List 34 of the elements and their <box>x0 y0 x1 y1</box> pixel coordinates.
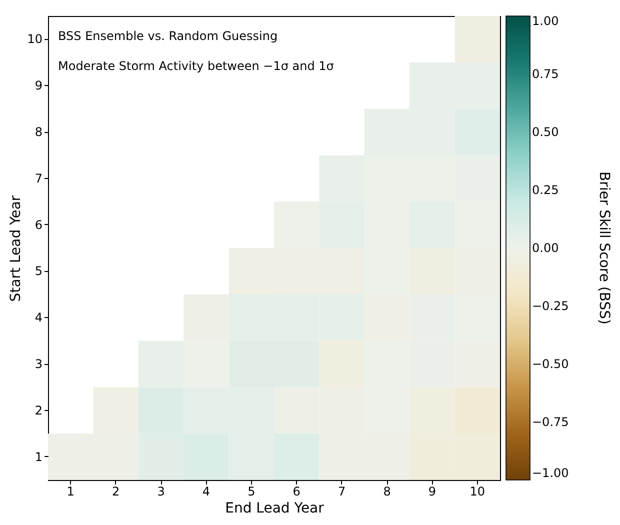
color-bar-label: −0.75 <box>532 415 569 429</box>
color-bar-label: −1.00 <box>532 466 569 480</box>
y-tick-label: 7 <box>34 171 42 186</box>
y-tick-label: 8 <box>34 125 42 139</box>
color-bar-label: −0.50 <box>532 357 569 371</box>
y-axis-title: Start Lead Year <box>8 195 24 302</box>
color-bar-title: Brier Skill Score (BSS) <box>596 172 612 324</box>
color-bar-label: −0.25 <box>532 299 569 313</box>
x-tick-label: 2 <box>112 484 120 498</box>
y-tick-label: 9 <box>34 78 42 93</box>
x-tick-label: 9 <box>428 484 436 498</box>
x-tick-label: 6 <box>292 484 300 498</box>
color-bar-label: 0.25 <box>532 183 559 197</box>
annotation: Moderate Storm Activity between −1σ and 1σ <box>58 59 334 73</box>
x-axis-title: End Lead Year <box>225 500 324 516</box>
y-tick-label: 6 <box>34 218 42 232</box>
color-bar-label: 0.75 <box>532 67 559 81</box>
y-tick-label: 2 <box>34 403 42 418</box>
y-tick-label: 3 <box>34 357 42 371</box>
x-tick-label: 8 <box>383 484 391 498</box>
color-bar-label: 0.00 <box>532 241 559 255</box>
x-tick-label: 3 <box>157 484 165 498</box>
x-tick-label: 1 <box>66 484 74 498</box>
y-tick-label: 10 <box>27 32 42 46</box>
y-tick-label: 1 <box>34 450 42 464</box>
color-bar-label: 0.50 <box>532 125 559 139</box>
color-bar-label: 1.00 <box>532 14 559 28</box>
y-tick-label: 4 <box>34 310 42 325</box>
x-tick-label: 5 <box>248 484 256 498</box>
x-tick-label: 7 <box>338 484 346 498</box>
annotation: BSS Ensemble vs. Random Guessing <box>58 29 278 43</box>
x-tick-label: 10 <box>470 484 486 498</box>
x-tick-label: 4 <box>202 484 210 498</box>
y-tick-label: 5 <box>34 264 42 278</box>
